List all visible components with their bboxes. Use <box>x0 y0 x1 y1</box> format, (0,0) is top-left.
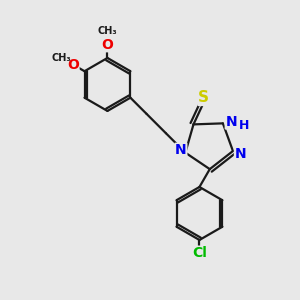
Text: O: O <box>101 38 113 52</box>
Text: Cl: Cl <box>192 246 207 260</box>
Text: N: N <box>235 147 246 161</box>
Text: H: H <box>239 119 250 132</box>
Text: N: N <box>225 115 237 129</box>
Text: O: O <box>67 58 79 72</box>
Text: CH₃: CH₃ <box>98 26 117 37</box>
Text: S: S <box>198 90 209 105</box>
Text: CH₃: CH₃ <box>52 53 71 63</box>
Text: N: N <box>175 143 187 157</box>
